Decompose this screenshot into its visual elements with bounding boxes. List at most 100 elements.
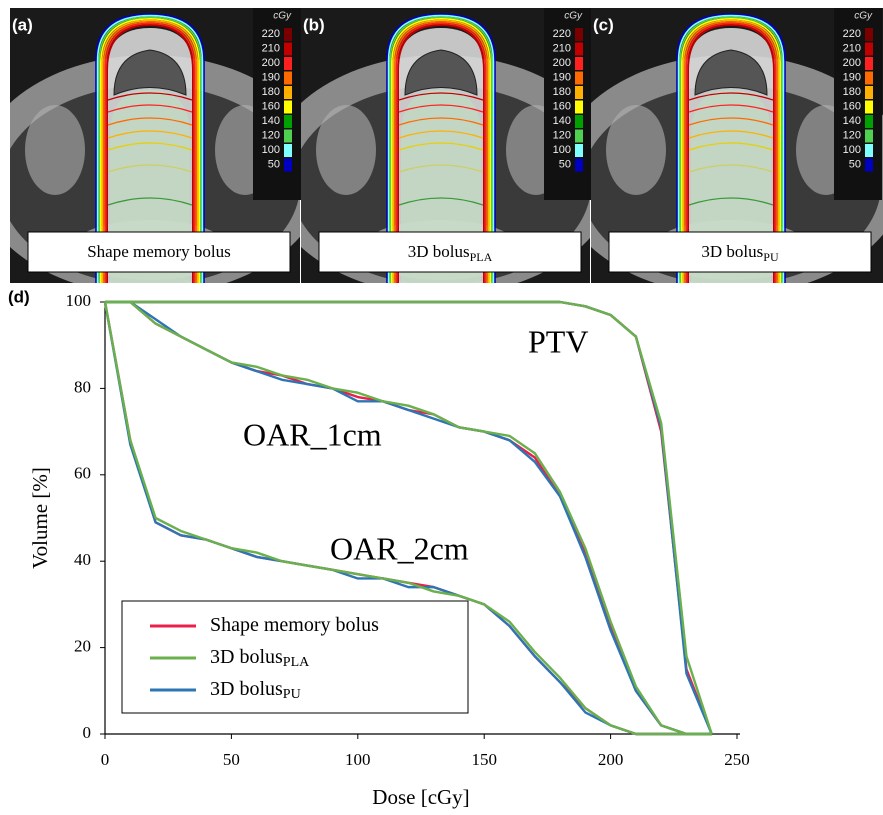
colorbar-swatch <box>575 43 583 56</box>
colorbar-swatch <box>284 130 292 143</box>
legend-name: Shape memory bolus <box>210 614 379 636</box>
colorbar-label: 160 <box>843 100 861 112</box>
panel-letter: (a) <box>12 15 33 34</box>
colorbar-label: 50 <box>559 158 571 170</box>
colorbar-label: 140 <box>553 115 571 127</box>
colorbar-label: 210 <box>553 42 571 54</box>
colorbar-swatch <box>575 144 583 157</box>
colorbar-swatch <box>865 72 873 85</box>
colorbar-swatch <box>284 101 292 114</box>
y-axis-label: Volume [%] <box>28 467 52 569</box>
x-axis-label: Dose [cGy] <box>372 785 469 809</box>
colorbar-label: 50 <box>268 158 280 170</box>
colorbar-swatch <box>865 115 873 128</box>
colorbar-swatch <box>865 159 873 172</box>
colorbar-swatch <box>575 86 583 99</box>
panel-letter: (c) <box>593 15 614 34</box>
panel-letter: (d) <box>8 287 30 306</box>
y-tick-label: 80 <box>74 377 91 396</box>
label-text: 3D bolus <box>408 242 470 261</box>
colorbar-swatch <box>284 28 292 41</box>
colorbar-label: 200 <box>553 57 571 69</box>
colorbar-label: 140 <box>843 115 861 127</box>
colorbar-label: 120 <box>553 129 571 141</box>
colorbar-swatch <box>865 43 873 56</box>
bone <box>316 105 376 195</box>
label-subscript: PU <box>763 250 779 264</box>
y-tick-label: 60 <box>74 464 91 483</box>
colorbar-swatch <box>575 57 583 70</box>
legend-name: 3D bolus <box>210 678 283 700</box>
bone <box>606 105 666 195</box>
colorbar-swatch <box>284 115 292 128</box>
label-subscript: PLA <box>470 250 493 264</box>
colorbar-swatch <box>284 86 292 99</box>
colorbar-swatch <box>575 28 583 41</box>
annotation: OAR_1cm <box>243 416 382 452</box>
colorbar-swatch <box>575 130 583 143</box>
bone <box>25 105 85 195</box>
colorbar-label: 220 <box>553 28 571 40</box>
label-text: 3D bolus <box>701 242 763 261</box>
colorbar-swatch <box>865 57 873 70</box>
colorbar-swatch <box>284 159 292 172</box>
figure: (a)cGy22021020019018016014012010050Shape… <box>0 0 883 815</box>
colorbar-swatch <box>575 115 583 128</box>
colorbar-label: 210 <box>262 42 280 54</box>
colorbar-unit: cGy <box>854 11 873 22</box>
x-tick-label: 200 <box>598 750 624 769</box>
colorbar-label: 180 <box>553 86 571 98</box>
x-tick-label: 250 <box>724 750 750 769</box>
colorbar-unit: cGy <box>273 11 292 22</box>
colorbar-label: 100 <box>843 144 861 156</box>
colorbar-swatch <box>575 72 583 85</box>
colorbar-label: 140 <box>262 115 280 127</box>
colorbar-label: 180 <box>262 86 280 98</box>
annotation: PTV <box>528 323 588 359</box>
x-tick-label: 50 <box>223 750 240 769</box>
image-panels: (a) cGy 220 210 200 190 180 160 140 120 100 50 Shape… <box>0 8 883 295</box>
legend-entry: Shape memory bolus <box>210 614 379 636</box>
colorbar-label: 120 <box>262 129 280 141</box>
x-tick-label: 0 <box>101 750 110 769</box>
y-tick-label: 40 <box>74 550 91 569</box>
y-tick-label: 0 <box>83 723 92 742</box>
y-tick-label: 100 <box>66 291 92 310</box>
x-tick-label: 150 <box>471 750 497 769</box>
colorbar-swatch <box>284 72 292 85</box>
colorbar-swatch <box>865 28 873 41</box>
colorbar-label: 210 <box>843 42 861 54</box>
colorbar-label: 50 <box>849 158 861 170</box>
colorbar-label: 220 <box>262 28 280 40</box>
colorbar-label: 160 <box>553 100 571 112</box>
y-tick-label: 20 <box>74 637 91 656</box>
colorbar-label: 190 <box>262 71 280 83</box>
colorbar-label: 100 <box>553 144 571 156</box>
legend-subscript: PU <box>283 687 301 702</box>
colorbar-label: 160 <box>262 100 280 112</box>
colorbar-swatch <box>284 43 292 56</box>
colorbar-swatch <box>865 101 873 114</box>
colorbar-swatch <box>575 101 583 114</box>
colorbar-label: 120 <box>843 129 861 141</box>
label-text: Shape memory bolus <box>87 242 231 261</box>
colorbar-swatch <box>865 144 873 157</box>
colorbar-swatch <box>865 86 873 99</box>
colorbar-swatch <box>865 130 873 143</box>
colorbar-label: 200 <box>843 57 861 69</box>
colorbar-unit: cGy <box>564 11 583 22</box>
dvh-chart: (d) Dose [cGy] Volume [%] PTV OAR_1cm OA… <box>8 287 750 808</box>
colorbar-label: 190 <box>553 71 571 83</box>
colorbar-swatch <box>284 144 292 157</box>
x-tick-label: 100 <box>345 750 371 769</box>
colorbar-label: 180 <box>843 86 861 98</box>
annotation: OAR_2cm <box>330 530 469 566</box>
panel-letter: (b) <box>303 15 325 34</box>
legend-name: 3D bolus <box>210 646 283 668</box>
colorbar-label: 100 <box>262 144 280 156</box>
colorbar-label: 190 <box>843 71 861 83</box>
colorbar-label: 220 <box>843 28 861 40</box>
colorbar-swatch <box>575 159 583 172</box>
panel-label: Shape memory bolus <box>87 242 231 261</box>
colorbar-swatch <box>284 57 292 70</box>
